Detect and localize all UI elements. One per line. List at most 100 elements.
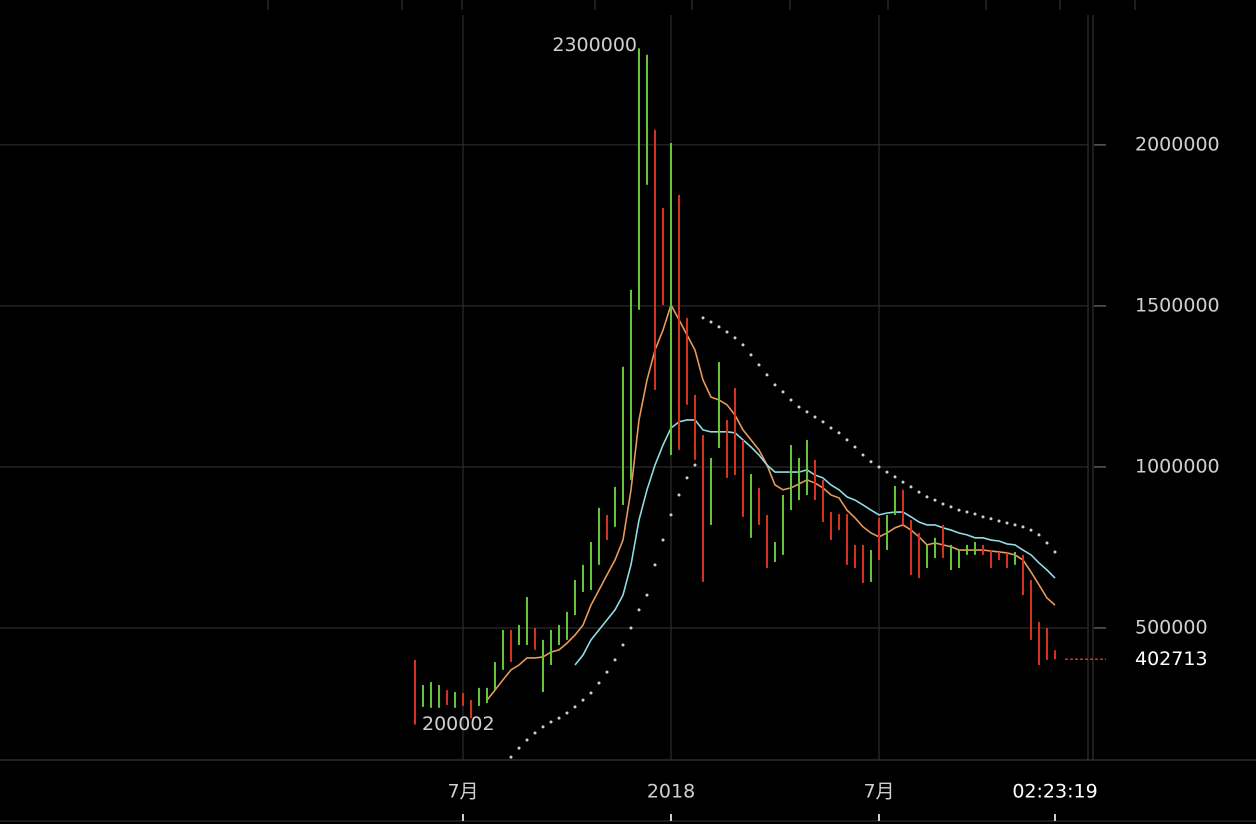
x-tick-label: 7月 xyxy=(447,781,478,803)
candle xyxy=(982,544,984,555)
sar-dot xyxy=(949,505,953,509)
candle xyxy=(454,692,456,708)
candle xyxy=(950,544,952,570)
candle xyxy=(662,208,664,305)
candle xyxy=(606,514,608,541)
candle xyxy=(974,541,976,555)
sar-dot xyxy=(725,330,729,334)
candle xyxy=(630,289,632,480)
sar-dot xyxy=(813,415,817,419)
candle xyxy=(486,687,488,703)
candle xyxy=(998,551,1000,561)
candle xyxy=(534,627,536,650)
candle xyxy=(542,639,544,693)
sar-dot xyxy=(861,453,865,457)
sar-dot xyxy=(1053,550,1057,554)
candle xyxy=(814,459,816,501)
sar-dot xyxy=(653,563,657,567)
candle xyxy=(766,514,768,569)
low-label: 200002 xyxy=(422,713,495,735)
candle xyxy=(670,142,672,456)
candle xyxy=(958,550,960,569)
candle xyxy=(646,54,648,185)
sar-dot xyxy=(749,353,753,357)
sar-dot xyxy=(877,465,881,469)
sar-dot xyxy=(557,716,561,720)
sar-dot xyxy=(909,485,913,489)
sar-dot xyxy=(629,626,633,630)
sar-dot xyxy=(893,475,897,479)
sar-dot xyxy=(853,445,857,449)
sar-dot xyxy=(573,705,577,709)
sar-dot xyxy=(845,438,849,442)
candle xyxy=(430,682,432,708)
sar-dot xyxy=(1005,521,1009,525)
sar-dot xyxy=(1013,523,1017,527)
candle xyxy=(574,579,576,616)
candle xyxy=(758,487,760,525)
candle xyxy=(462,693,464,706)
candle xyxy=(614,486,616,527)
candle xyxy=(1046,627,1048,660)
sar-dot xyxy=(885,470,889,474)
sar-dot xyxy=(525,738,529,742)
sar-dot xyxy=(989,517,993,521)
sar-dot xyxy=(925,495,929,499)
candle xyxy=(678,194,680,450)
sar-dot xyxy=(797,405,801,409)
sar-dot xyxy=(709,320,713,324)
candle xyxy=(886,514,888,551)
candle xyxy=(422,684,424,707)
candle xyxy=(966,544,968,555)
candle xyxy=(990,550,992,569)
sar-dot xyxy=(541,725,545,729)
sar-dot xyxy=(509,755,513,759)
candle xyxy=(694,394,696,460)
sar-dot xyxy=(901,480,905,484)
x-tick-label: 7月 xyxy=(863,781,894,803)
sar-dot xyxy=(549,720,553,724)
candle xyxy=(526,597,528,646)
candle xyxy=(830,512,832,541)
sar-dot xyxy=(805,410,809,414)
sar-dot xyxy=(941,502,945,506)
sar-dot xyxy=(717,325,721,329)
sar-dot xyxy=(957,508,961,512)
candle xyxy=(806,439,808,495)
candle xyxy=(494,662,496,691)
sar-dot xyxy=(693,463,697,467)
sar-dot xyxy=(581,698,585,702)
sar-dot xyxy=(637,608,641,612)
sar-dot xyxy=(613,658,617,662)
candle xyxy=(790,445,792,511)
sar-dot xyxy=(605,670,609,674)
sar-dot xyxy=(565,711,569,715)
candle xyxy=(926,544,928,569)
moving-average-line xyxy=(486,302,1056,701)
sar-dot xyxy=(981,515,985,519)
sar-dot xyxy=(917,490,921,494)
candle xyxy=(718,361,720,448)
candle xyxy=(638,48,640,310)
candle xyxy=(414,659,416,725)
candle xyxy=(1014,551,1016,565)
sar-dot xyxy=(733,336,737,340)
sar-dot xyxy=(781,390,785,394)
candle xyxy=(702,435,704,582)
candle xyxy=(750,474,752,538)
candle xyxy=(710,457,712,525)
candle xyxy=(558,625,560,646)
sar-dot xyxy=(765,373,769,377)
sar-dot xyxy=(997,519,1001,523)
x-tick-label: 02:23:19 xyxy=(1012,781,1097,803)
sar-dot xyxy=(773,383,777,387)
sar-dot xyxy=(789,398,793,402)
candle xyxy=(910,520,912,575)
candle xyxy=(942,524,944,559)
candle xyxy=(590,541,592,590)
candle xyxy=(854,544,856,569)
candle xyxy=(870,550,872,582)
